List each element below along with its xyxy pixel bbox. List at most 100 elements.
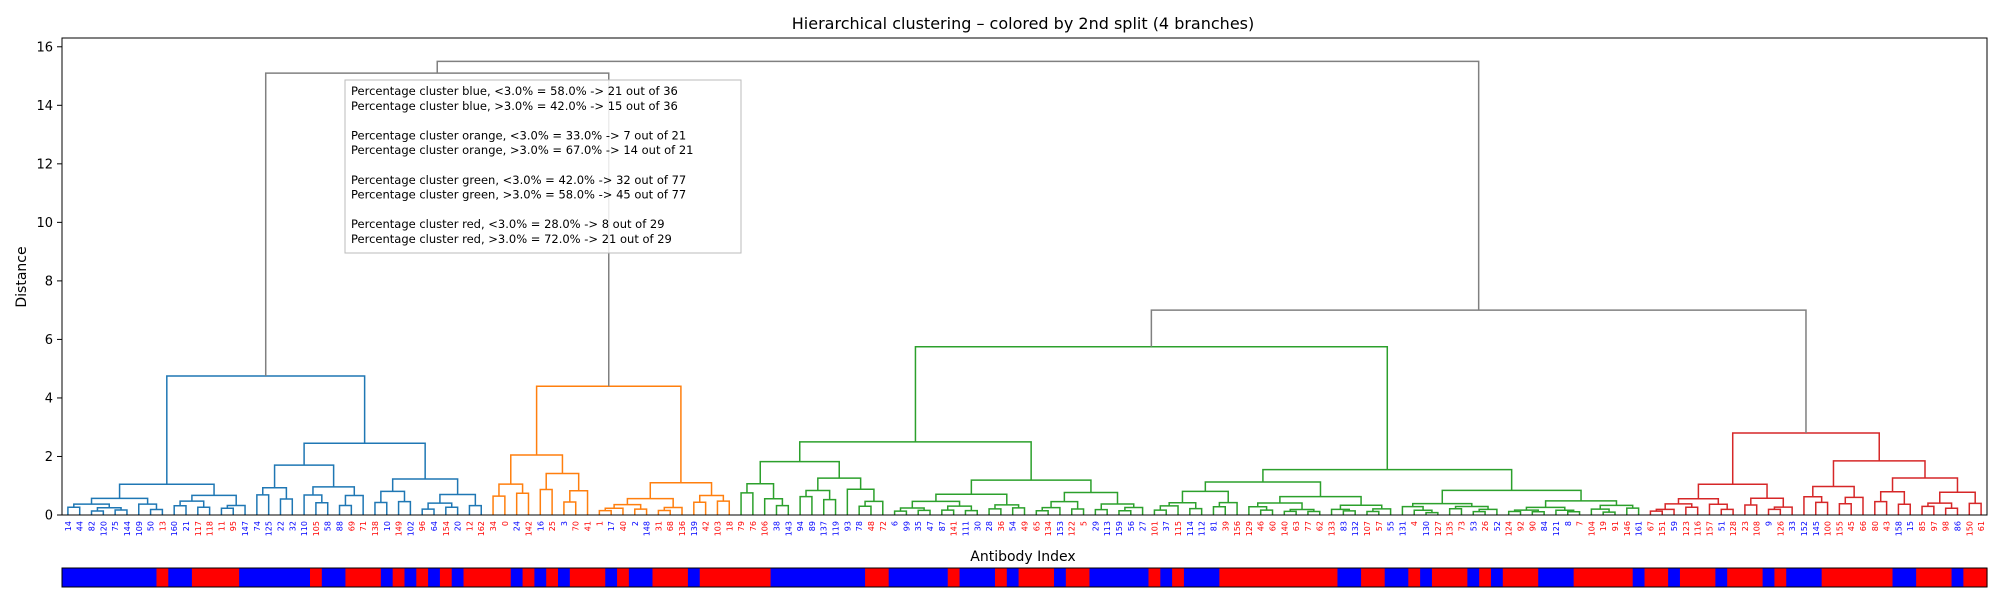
color-bar-cell [392, 568, 406, 587]
color-bar-cell [617, 568, 630, 587]
color-bar-cell [1644, 568, 1657, 587]
color-bar-cell [806, 568, 819, 587]
leaf-label: 142 [524, 521, 533, 536]
dendrogram-link [114, 509, 128, 515]
leaf-label: 67 [1646, 521, 1655, 531]
dendrogram-link [805, 489, 831, 500]
color-bar-cell [1715, 568, 1728, 587]
leaf-label: 5 [1080, 521, 1089, 526]
dendrogram-link [759, 460, 840, 484]
color-bar-cell [310, 568, 323, 587]
color-bar-cell [416, 568, 429, 587]
dendrogram-link [220, 507, 234, 515]
dendrogram-link [911, 500, 961, 509]
leaf-label: 51 [1717, 521, 1726, 531]
dendrogram-link [1968, 502, 1982, 515]
dendrogram-links [67, 60, 1982, 515]
leaf-label: 125 [265, 521, 274, 536]
dendrogram-link [946, 505, 973, 511]
leaf-label: 17 [607, 521, 616, 531]
dendrogram-link [1413, 509, 1433, 515]
leaf-label: 1 [595, 521, 604, 526]
leaf-label: 60 [1269, 521, 1278, 531]
leaf-label: 53 [1469, 521, 1478, 531]
dendrogram-link [492, 495, 506, 515]
leaf-label: 96 [418, 521, 427, 531]
legend-lines: Percentage cluster blue, <3.0% = 58.0% -… [351, 84, 693, 246]
color-bar-cell [959, 568, 972, 587]
color-bar-cell [1302, 568, 1315, 587]
leaf-label: 139 [690, 521, 699, 536]
dendrogram-link [67, 506, 81, 515]
dendrogram-link [315, 502, 329, 515]
dendrogram-link [1035, 510, 1049, 515]
plot-frame [61, 37, 1988, 516]
dendrogram-link [663, 506, 683, 515]
color-bar-cell [274, 568, 287, 587]
dendrogram-link [1744, 504, 1758, 515]
leaf-label: 102 [406, 521, 415, 536]
leaf-label: 161 [1635, 521, 1644, 536]
color-bar-cell [1030, 568, 1043, 587]
color-bar-cell [605, 568, 618, 587]
leaf-label: 93 [843, 521, 852, 531]
color-bar-cell [298, 568, 311, 587]
color-bar-cell [1620, 568, 1634, 587]
leaf-label: 48 [867, 521, 876, 531]
dendrogram-link [312, 486, 356, 496]
dendrogram-link [273, 464, 335, 488]
leaf-label: 64 [430, 521, 439, 531]
color-bar-cell [1136, 568, 1150, 587]
leaf-label: 133 [1328, 521, 1337, 536]
leaf-label: 90 [1528, 521, 1537, 531]
leaf-label: 98 [1942, 521, 1951, 531]
dendrogram-link [1259, 509, 1274, 515]
leaf-label: 124 [1505, 521, 1514, 536]
chart-title: Hierarchical clustering – colored by 2nd… [792, 14, 1254, 33]
color-bar-cell [250, 568, 264, 587]
dendrogram-link [693, 501, 707, 515]
color-bar-cell [1467, 568, 1480, 587]
dendrogram-link [338, 504, 353, 515]
dendrogram-link [626, 497, 674, 508]
leaf-label: 94 [796, 521, 805, 531]
dendrogram-link [1844, 496, 1864, 515]
color-bar-cell [853, 568, 866, 587]
leaf-label: 63 [1292, 521, 1301, 531]
dendrogram-link [515, 492, 530, 515]
leaf-label: 152 [1800, 521, 1809, 536]
leaf-label: 77 [1304, 521, 1313, 531]
dendrogram-link [1767, 508, 1782, 515]
y-tick-label: 8 [45, 274, 53, 289]
dendrogram-link [256, 494, 270, 515]
color-bar-cell [1668, 568, 1681, 587]
color-bar-cell [510, 568, 524, 587]
color-bar-cell [1857, 568, 1870, 587]
dendrogram-link [1118, 510, 1132, 515]
color-bar-cell [439, 568, 453, 587]
dendrogram-link [657, 509, 671, 515]
color-bar-cell [971, 568, 984, 587]
dendrogram-link [166, 375, 366, 485]
category-color-bar [61, 567, 1988, 588]
color-bar-cell [239, 568, 252, 587]
color-bar-cell [1609, 568, 1622, 587]
color-bar-cell [1361, 568, 1374, 587]
leaf-label: 19 [1599, 521, 1608, 531]
leaf-label: 101 [1150, 521, 1159, 536]
color-bar-cell [558, 568, 571, 587]
dendrogram-link [1218, 501, 1238, 515]
dendrogram-link [1731, 432, 1880, 485]
leaf-label: 40 [619, 521, 628, 531]
leaf-label: 8 [1564, 521, 1573, 526]
color-bar-cell [1443, 568, 1457, 587]
leaf-label: 80 [1871, 521, 1880, 531]
leaf-label: 30 [973, 521, 982, 531]
leaf-label: 95 [229, 521, 238, 531]
color-bar-cell [1242, 568, 1256, 587]
dendrogram-link [1812, 485, 1855, 498]
color-bar-cell [1042, 568, 1055, 587]
dendrogram-link [391, 478, 459, 495]
dendrogram-link [864, 500, 884, 515]
dendrogram-link [1697, 483, 1768, 499]
